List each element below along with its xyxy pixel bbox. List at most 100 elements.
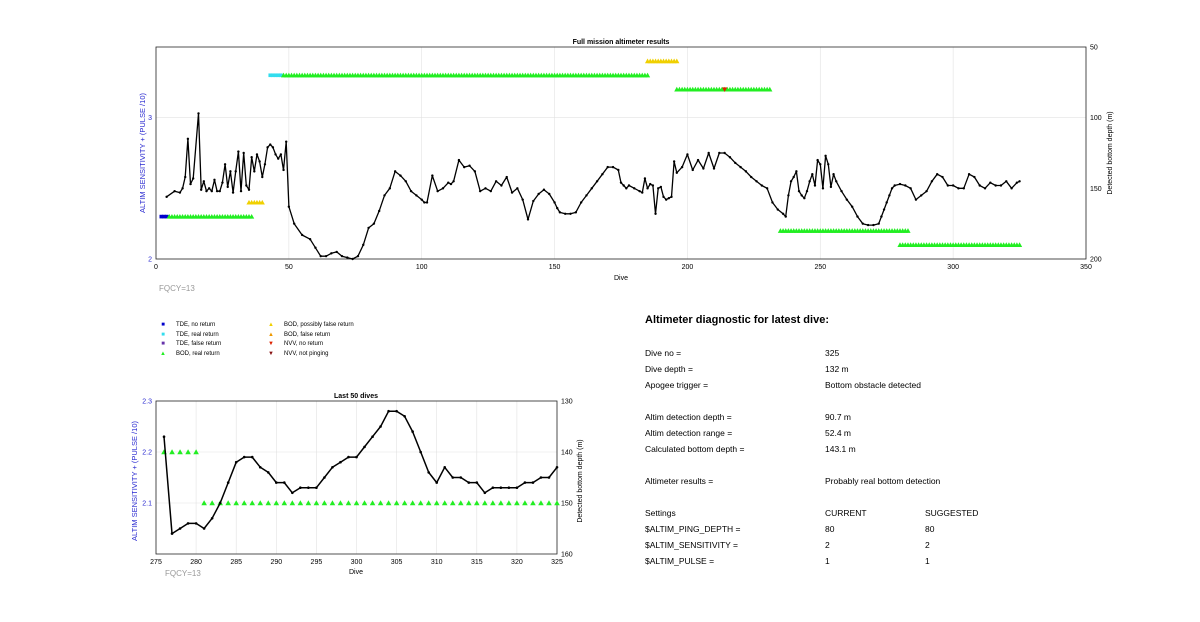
- depth-data-point: [941, 175, 944, 179]
- depth-data-point: [808, 180, 811, 183]
- x-tick-label: 320: [511, 559, 523, 566]
- settings-header-current: CURRENT: [825, 508, 867, 518]
- depth-data-point: [319, 254, 322, 258]
- status-marker-triangle-up: [465, 500, 472, 506]
- legend-marker-triangle-up: ▲: [268, 322, 274, 328]
- depth-data-point: [436, 189, 439, 193]
- status-marker-square: [268, 73, 273, 78]
- depth-data-point: [451, 476, 455, 479]
- depth-data-point: [499, 486, 503, 490]
- depth-data-point: [258, 466, 262, 469]
- depth-data-point: [579, 201, 583, 204]
- diag-row-dive-depth: Dive depth = 132 m: [645, 364, 1185, 376]
- diag-value: 325: [825, 348, 840, 358]
- depth-data-point: [226, 481, 230, 484]
- diagnostic-title: Altimeter diagnostic for latest dive:: [645, 314, 829, 326]
- legend-label: BOD, false return: [284, 331, 331, 338]
- status-marker-triangle-up: [353, 500, 360, 506]
- status-marker-triangle-up: [321, 500, 328, 506]
- legend-marker-triangle-up: ▲: [268, 331, 274, 338]
- settings-row-sensitivity: $ALTIM_SENSITIVITY = 2 2: [645, 540, 1185, 552]
- depth-data-point: [638, 189, 641, 193]
- depth-data-point: [457, 158, 461, 162]
- depth-data-point: [542, 188, 546, 191]
- depth-data-point: [585, 194, 588, 197]
- depth-data-point: [491, 486, 495, 490]
- status-marker-square: [162, 214, 166, 219]
- status-marker-square: [273, 73, 278, 78]
- depth-data-point: [192, 177, 195, 180]
- diag-label: Calculated bottom depth =: [645, 444, 745, 454]
- depth-data-point: [760, 184, 764, 187]
- legend-label: TDE, real return: [176, 331, 219, 338]
- depth-data-point: [399, 174, 402, 177]
- depth-data-point: [553, 201, 556, 204]
- legend-marker-triangle-down: ▼: [268, 341, 274, 347]
- depth-data-point: [282, 168, 285, 172]
- depth-data-point: [547, 476, 551, 479]
- x-tick-label: 285: [230, 559, 242, 566]
- y-left-tick-label: 3: [148, 115, 152, 122]
- settings-header-label: Settings: [645, 508, 676, 518]
- depth-data-point: [659, 185, 663, 189]
- x-tick-label: 300: [947, 264, 959, 271]
- main-plot-frame: [155, 46, 1087, 260]
- depth-data-point: [1015, 181, 1019, 184]
- status-marker-triangle-up: [201, 500, 207, 506]
- status-marker-triangle-up: [249, 214, 255, 219]
- status-marker-square: [164, 214, 169, 219]
- depth-data-point: [532, 199, 535, 203]
- diag-row-bottom-depth: Calculated bottom depth = 143.1 m: [645, 444, 1185, 456]
- last50-y-axis-right-label: Detected bottom depth (m): [577, 439, 584, 522]
- status-marker-triangle-up: [281, 500, 288, 506]
- depth-data-point: [356, 254, 360, 258]
- depth-data-point: [475, 481, 479, 484]
- depth-data-point: [449, 182, 453, 186]
- status-marker-triangle-up: [482, 500, 488, 506]
- depth-data-point: [776, 208, 779, 211]
- setting-suggested: 2: [925, 540, 930, 550]
- depth-data-point: [643, 177, 647, 180]
- depth-data-point: [930, 180, 934, 183]
- status-marker-triangle-up: [193, 449, 199, 455]
- depth-data-point: [266, 146, 269, 149]
- depth-data-point: [245, 184, 248, 187]
- depth-data-point: [387, 409, 390, 413]
- depth-data-point: [507, 486, 511, 490]
- depth-data-point: [239, 189, 243, 193]
- status-marker-triangle-up: [417, 500, 424, 506]
- depth-data-point: [323, 476, 326, 479]
- depth-data-point: [194, 522, 198, 525]
- depth-data-point: [696, 158, 700, 162]
- x-tick-label: 350: [1080, 264, 1092, 271]
- x-tick-label: 280: [190, 559, 202, 566]
- diag-value: Probably real bottom detection: [825, 476, 941, 486]
- legend-label: NVV, no return: [284, 341, 324, 347]
- depth-data-point: [435, 481, 439, 484]
- setting-label: $ALTIM_PULSE =: [645, 556, 715, 566]
- depth-data-point: [170, 532, 174, 535]
- depth-data-point: [1005, 180, 1008, 183]
- status-marker-triangle-up: [474, 500, 480, 506]
- last50-x-axis-label: Dive: [349, 569, 363, 576]
- depth-data-point: [835, 180, 838, 183]
- depth-data-point: [611, 165, 615, 169]
- setting-current: 1: [825, 556, 830, 566]
- status-marker-triangle-up: [393, 500, 400, 506]
- legend-marker-square: ■: [161, 331, 165, 338]
- status-marker-triangle-up: [313, 500, 320, 506]
- diag-value: 143.1 m: [825, 444, 856, 454]
- depth-data-point: [978, 184, 981, 187]
- setting-label: $ALTIM_PING_DEPTH =: [645, 524, 741, 534]
- settings-header-row: Settings CURRENT SUGGESTED: [645, 508, 1185, 520]
- diag-value: Bottom obstacle detected: [825, 380, 921, 390]
- depth-data-point: [355, 455, 358, 459]
- depth-data-point: [739, 165, 742, 169]
- last50-chart-title: Last 50 dives: [334, 393, 378, 400]
- depth-data-point: [363, 445, 366, 449]
- depth-data-point: [548, 192, 551, 196]
- depth-data-point: [840, 189, 843, 193]
- depth-data-point: [242, 455, 246, 459]
- depth-data-point: [263, 163, 267, 166]
- depth-data-point: [247, 188, 251, 191]
